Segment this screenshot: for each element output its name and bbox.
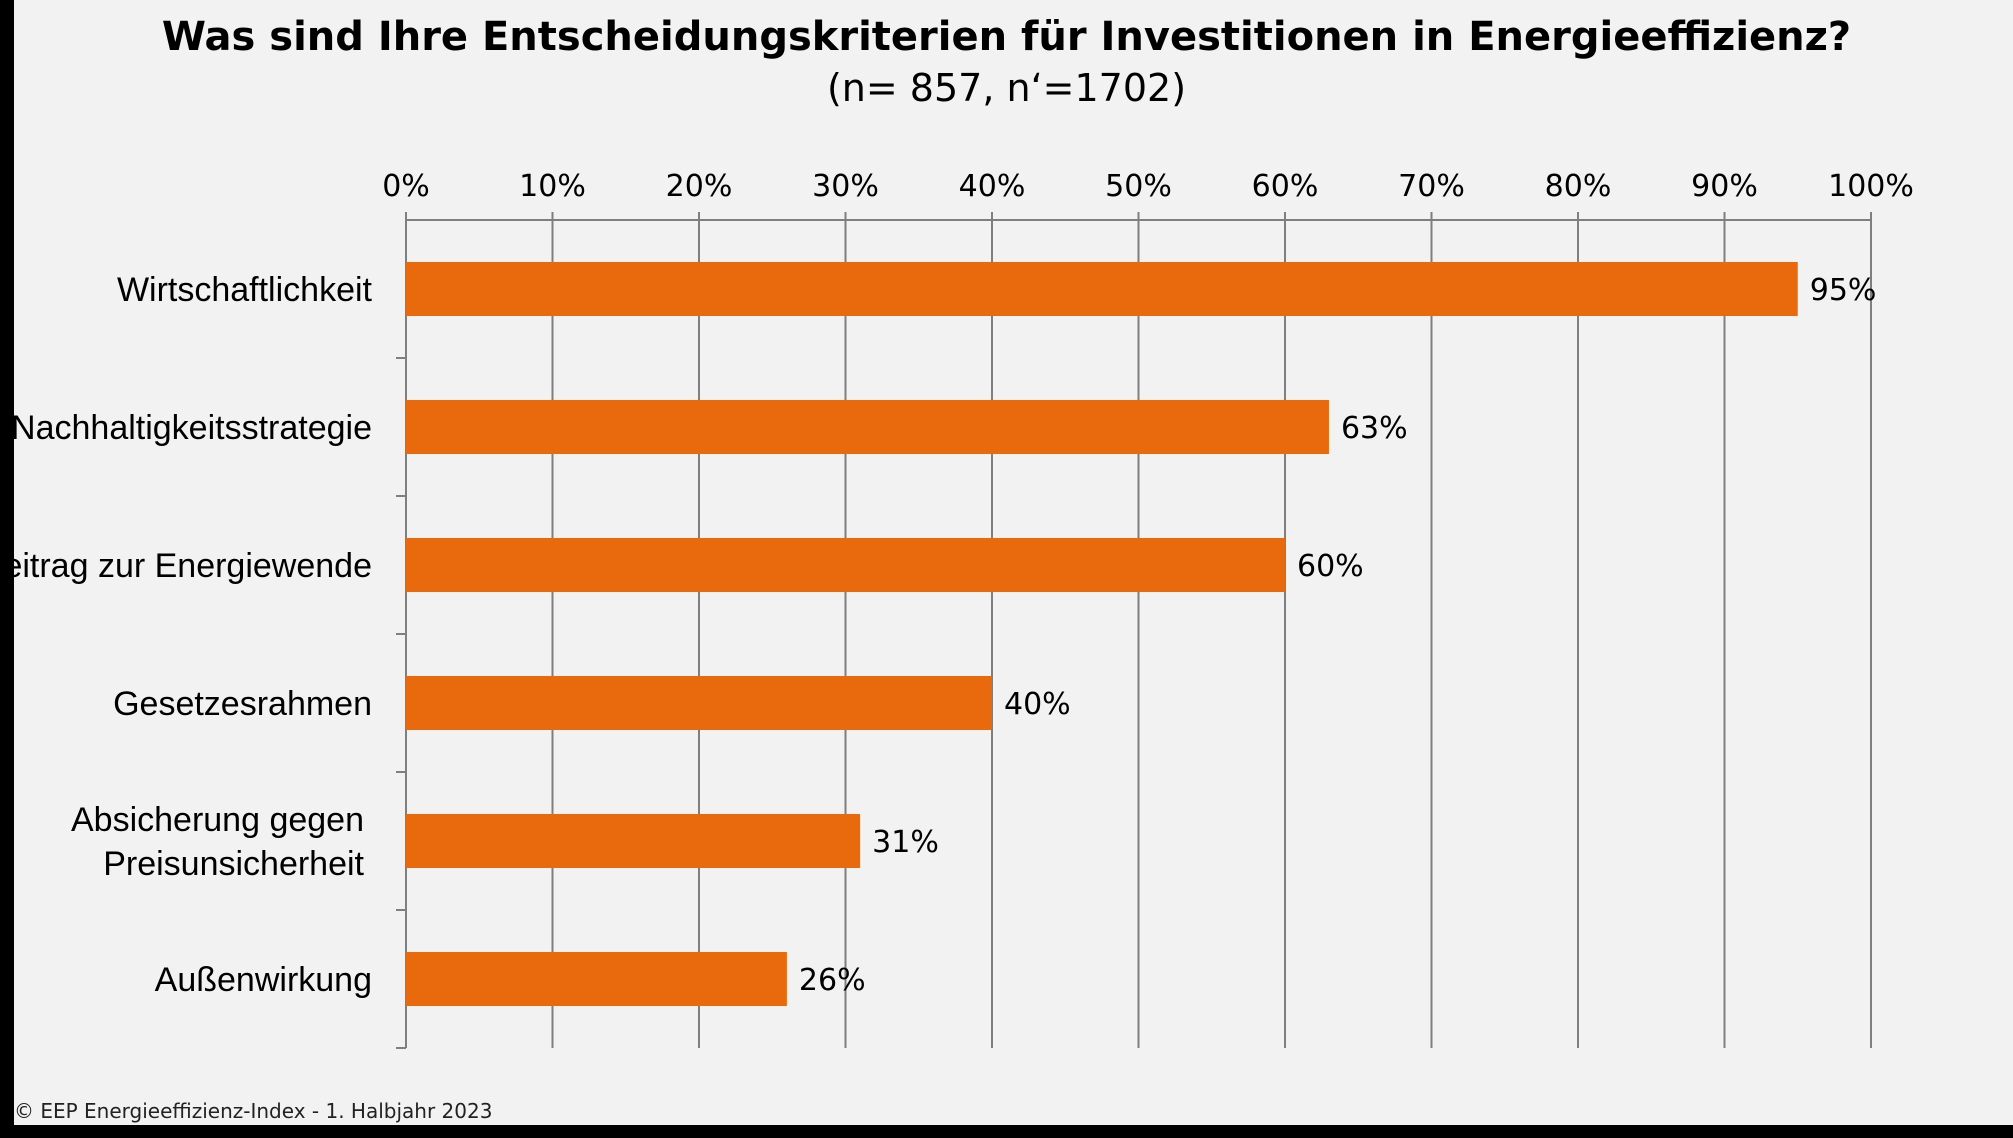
category-label: Außenwirkung — [155, 961, 372, 999]
x-tick-label: 70% — [1398, 169, 1465, 204]
x-tick-label: 0% — [382, 169, 430, 204]
bar — [406, 262, 1798, 316]
x-tick-label: 30% — [812, 169, 879, 204]
category-label: Gesetzesrahmen — [113, 685, 372, 723]
category-label: Nachhaltigkeitsstrategie — [11, 409, 372, 447]
bar-chart: 0% 10% 20% 30% 40% 50% 60% 70% 80% 90% 100% 95% Wirt… — [0, 0, 2013, 1138]
data-label: 60% — [1297, 549, 1364, 584]
category-label-line: Außenwirkung — [155, 961, 372, 999]
data-label: 40% — [1004, 687, 1071, 722]
x-tick-label: 50% — [1105, 169, 1172, 204]
bar — [406, 952, 787, 1006]
category-label-line: Absicherung gegen — [71, 801, 364, 839]
x-tick-label: 90% — [1691, 169, 1758, 204]
category-label: Beitrag zur Energiewende — [0, 547, 372, 585]
x-tick-label: 60% — [1252, 169, 1319, 204]
category-label-line: Nachhaltigkeitsstrategie — [11, 409, 372, 447]
bar — [406, 676, 992, 730]
bar — [406, 814, 860, 868]
x-tick-label: 40% — [959, 169, 1026, 204]
category-label: Absicherung gegen Preisunsicherheit — [71, 801, 365, 883]
category-label-line: Gesetzesrahmen — [113, 685, 372, 723]
bar — [406, 538, 1285, 592]
x-tick-label: 20% — [666, 169, 733, 204]
data-label: 26% — [799, 963, 866, 998]
x-tick-label: 80% — [1545, 169, 1612, 204]
bar — [406, 400, 1329, 454]
data-label: 95% — [1810, 273, 1877, 308]
data-label: 63% — [1341, 411, 1408, 446]
category-label: Wirtschaftlichkeit — [117, 271, 373, 309]
footer-credit: © EEP Energieeffizienz-Index - 1. Halbja… — [14, 1099, 492, 1123]
category-label-line: Beitrag zur Energiewende — [0, 547, 372, 585]
x-tick-label: 10% — [519, 169, 586, 204]
category-label-line: Preisunsicherheit — [103, 845, 364, 883]
category-label-line: Wirtschaftlichkeit — [117, 271, 373, 309]
x-tick-label: 100% — [1828, 169, 1914, 204]
data-label: 31% — [872, 825, 939, 860]
